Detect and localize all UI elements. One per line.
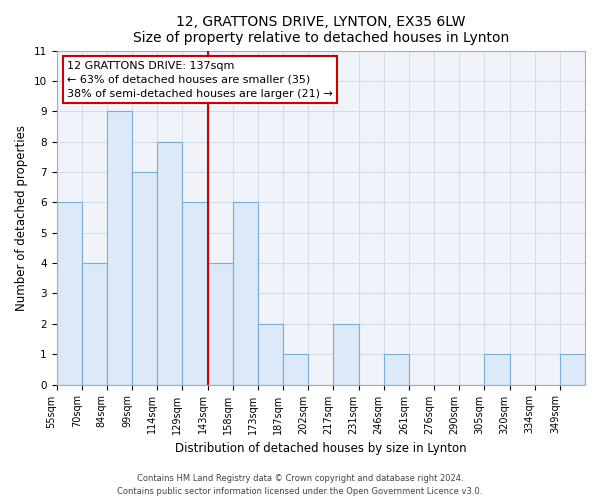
Bar (334, 324, 359, 384)
Bar (157, 142, 182, 384)
Bar (560, 354, 585, 384)
X-axis label: Distribution of detached houses by size in Lynton: Distribution of detached houses by size … (175, 442, 467, 455)
Bar (56, 202, 82, 384)
Text: Contains public sector information licensed under the Open Government Licence v3: Contains public sector information licen… (118, 487, 482, 496)
Bar (484, 354, 509, 384)
Bar (132, 172, 157, 384)
Bar (182, 202, 208, 384)
Y-axis label: Number of detached properties: Number of detached properties (15, 124, 28, 310)
Bar (383, 354, 409, 384)
Bar (107, 112, 132, 384)
Bar (82, 263, 107, 384)
Bar (233, 202, 258, 384)
Bar (258, 324, 283, 384)
Text: Contains HM Land Registry data © Crown copyright and database right 2024.: Contains HM Land Registry data © Crown c… (137, 474, 463, 483)
Bar (283, 354, 308, 384)
Title: 12, GRATTONS DRIVE, LYNTON, EX35 6LW
Size of property relative to detached house: 12, GRATTONS DRIVE, LYNTON, EX35 6LW Siz… (133, 15, 509, 45)
Text: 12 GRATTONS DRIVE: 137sqm
← 63% of detached houses are smaller (35)
38% of semi-: 12 GRATTONS DRIVE: 137sqm ← 63% of detac… (67, 60, 333, 98)
Bar (208, 263, 233, 384)
